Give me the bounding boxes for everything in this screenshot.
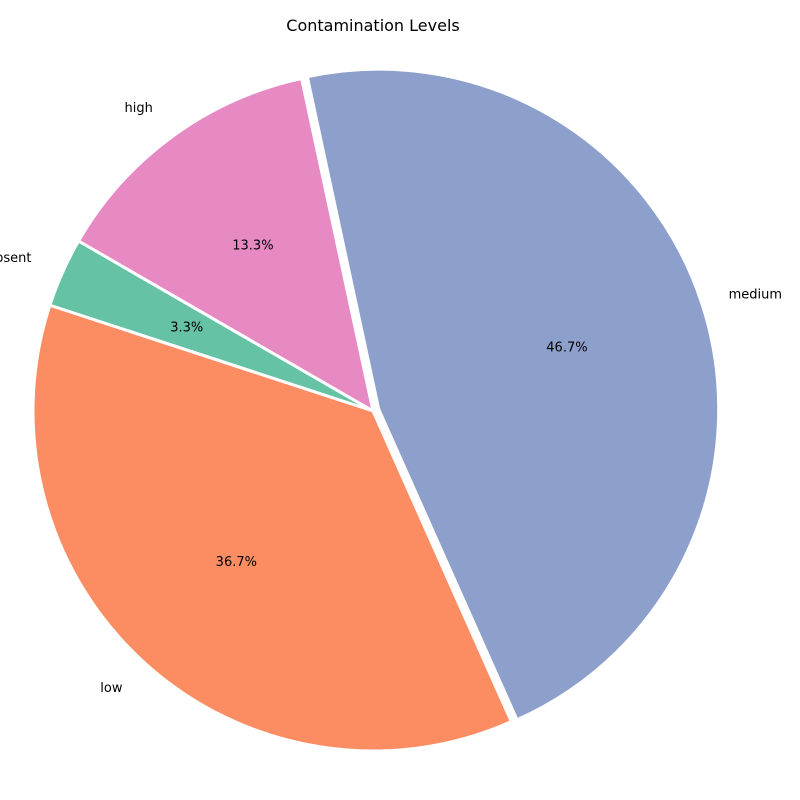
pie-slices <box>31 67 721 753</box>
pie-labels: absent 3.3% low 36.7% medium 46.7% high 13.3% <box>0 101 782 696</box>
pie-slice-medium <box>305 67 721 722</box>
pie-slice-high <box>77 77 375 413</box>
slice-label-medium: medium <box>729 288 782 303</box>
slice-percent-medium: 46.7% <box>546 340 587 355</box>
chart-title: Contamination Levels <box>286 16 459 35</box>
slice-percent-absent: 3.3% <box>170 320 203 335</box>
slice-label-absent: absent <box>0 251 31 266</box>
slice-percent-low: 36.7% <box>216 555 257 570</box>
slice-label-low: low <box>100 681 123 696</box>
slice-label-high: high <box>125 101 153 116</box>
pie-slice-low <box>31 303 513 753</box>
slice-percent-high: 13.3% <box>232 239 273 254</box>
